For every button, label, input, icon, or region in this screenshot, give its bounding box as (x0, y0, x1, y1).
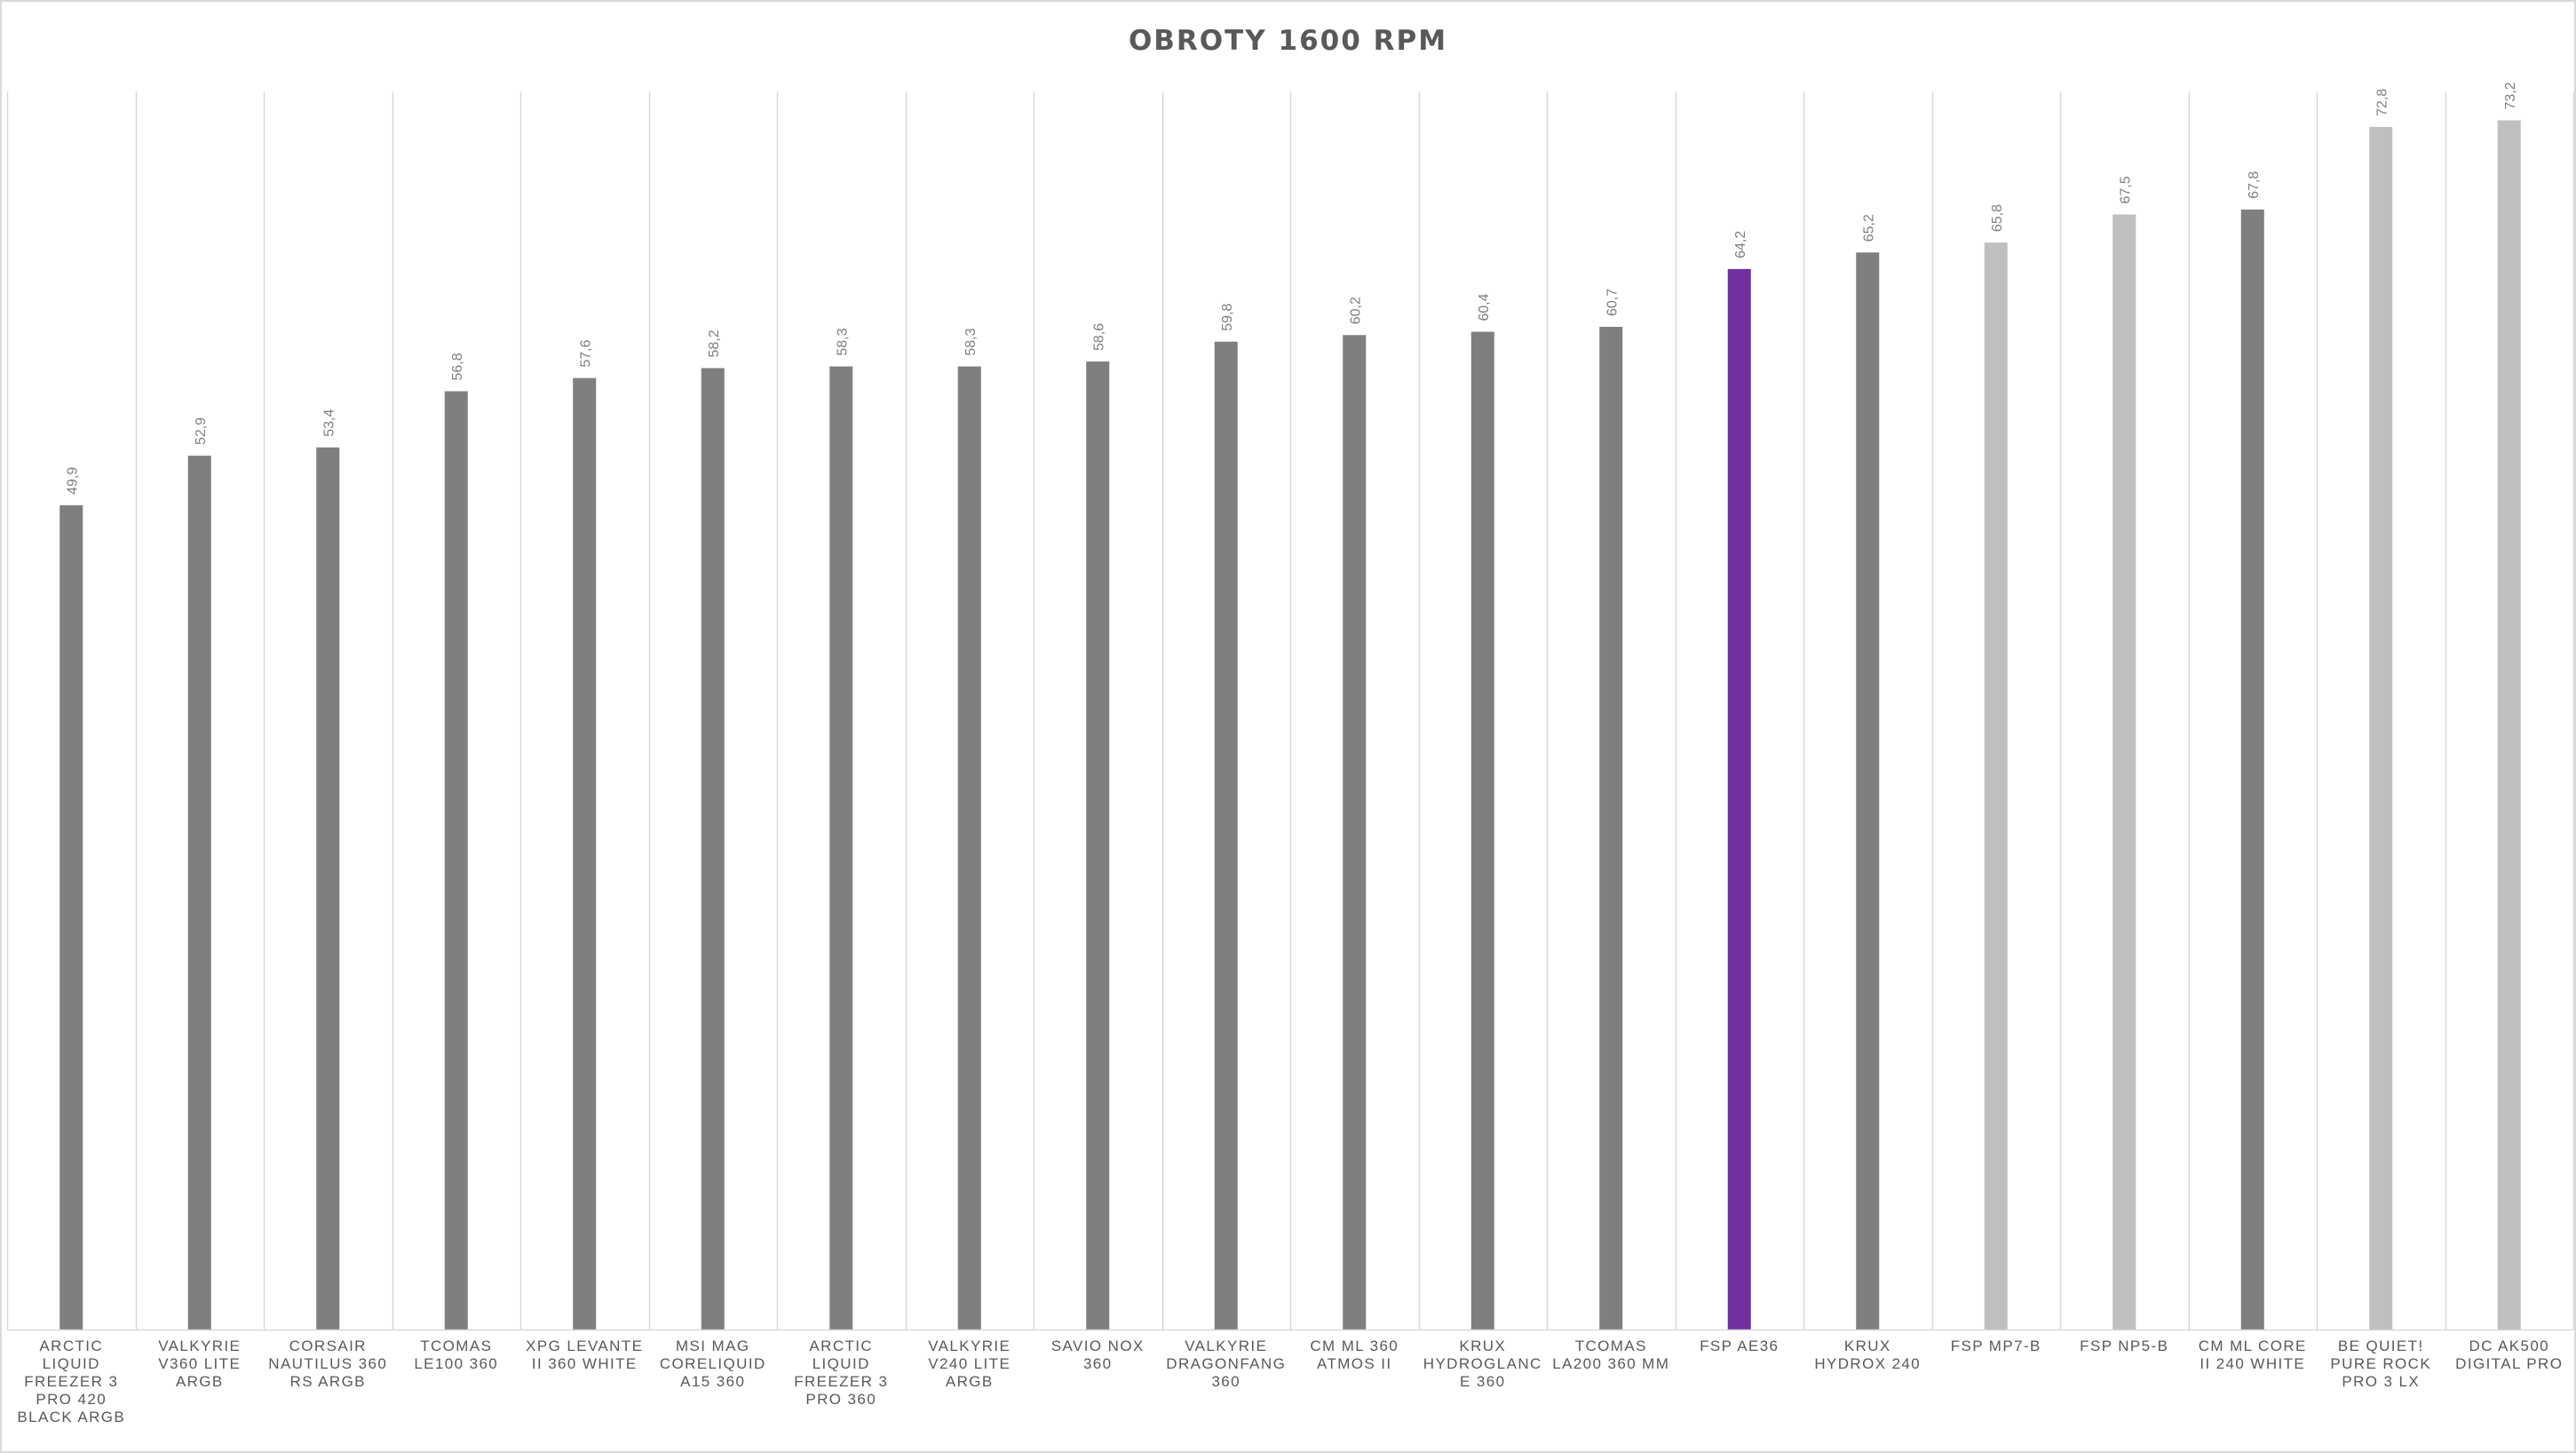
bar (2240, 209, 2264, 1330)
value-label: 72,8 (2374, 89, 2390, 116)
value-label: 59,8 (1220, 303, 1235, 330)
value-label: 67,8 (2247, 171, 2262, 199)
value-label: 58,6 (1091, 323, 1106, 351)
value-label: 52,9 (194, 417, 209, 445)
category-label: MSI MAG CORELIQUID A15 360 (659, 1338, 766, 1390)
value-label: 65,2 (1861, 214, 1876, 242)
bar (187, 456, 211, 1330)
category-label: CM ML CORE II 240 WHITE (2198, 1338, 2307, 1372)
category-label: FSP NP5-B (2080, 1338, 2169, 1354)
bar (701, 368, 725, 1330)
bar (1343, 335, 1367, 1330)
category-label: VALKYRIE DRAGONFANG 360 (1166, 1338, 1287, 1390)
value-label: 58,2 (707, 330, 722, 357)
value-label: 60,4 (1477, 293, 1492, 321)
bar (1214, 341, 1238, 1330)
value-label: 53,4 (321, 409, 337, 437)
category-label: VALKYRIE V240 LITE ARGB (928, 1338, 1011, 1390)
bar (1470, 331, 1494, 1330)
bar (1599, 326, 1623, 1330)
bar (1086, 361, 1110, 1330)
value-label: 57,6 (578, 339, 593, 367)
category-label: CORSAIR NAUTILUS 360 RS ARGB (268, 1338, 388, 1390)
category-label: TCOMAS LE100 360 (414, 1338, 499, 1372)
category-label: XPG LEVANTE II 360 WHITE (526, 1338, 644, 1372)
gridlines (6, 91, 2575, 1330)
category-label: BE QUIET! PURE ROCK PRO 3 LX (2330, 1338, 2432, 1390)
category-label: SAVIO NOX 360 (1050, 1338, 1145, 1372)
bar (444, 391, 468, 1330)
category-label: VALKYRIE V360 LITE ARGB (158, 1338, 242, 1390)
value-label: 56,8 (450, 353, 465, 380)
bar (573, 377, 597, 1330)
value-label: 73,2 (2503, 82, 2518, 109)
bar (829, 366, 853, 1330)
bar (1856, 252, 1880, 1330)
category-label: FSP MP7-B (1950, 1338, 2041, 1354)
category-label: ARCTIC LIQUID FREEZER 3 PRO 420 BLACK AR… (17, 1338, 126, 1425)
value-label: 60,7 (1605, 289, 1620, 316)
bar (1727, 268, 1751, 1330)
value-labels: 49,9 52,9 53,4 56,8 57,6 58,2 58,3 58,3 58,6 59,8… (65, 82, 2518, 495)
value-label: 67,5 (2118, 176, 2133, 203)
bar (2369, 126, 2393, 1330)
bar (1984, 242, 2008, 1330)
category-label: KRUX HYDROGLANCE 360 (1423, 1338, 1542, 1390)
category-label: CM ML 360 ATMOS II (1310, 1338, 1399, 1372)
bar (316, 447, 340, 1330)
chart-title: OBROTY 1600 RPM (1128, 25, 1448, 57)
bar (957, 366, 981, 1330)
value-label: 60,2 (1348, 297, 1363, 324)
bar (2112, 214, 2136, 1330)
bar (59, 504, 83, 1330)
value-label: 58,3 (963, 328, 979, 355)
category-label: KRUX HYDROX 240 (1814, 1338, 1922, 1372)
value-label: 64,2 (1733, 231, 1748, 258)
bar (2497, 120, 2521, 1330)
category-label: DC AK500 DIGITAL PRO (2455, 1338, 2564, 1372)
bars (59, 120, 2521, 1330)
category-label: ARCTIC LIQUID FREEZER 3 PRO 360 (794, 1338, 889, 1408)
category-label: FSP AE36 (1700, 1338, 1779, 1354)
category-label: TCOMAS LA200 360 MM (1552, 1338, 1670, 1372)
value-label: 49,9 (65, 467, 80, 495)
value-label: 58,3 (835, 328, 850, 355)
value-label: 65,8 (1990, 204, 2005, 232)
